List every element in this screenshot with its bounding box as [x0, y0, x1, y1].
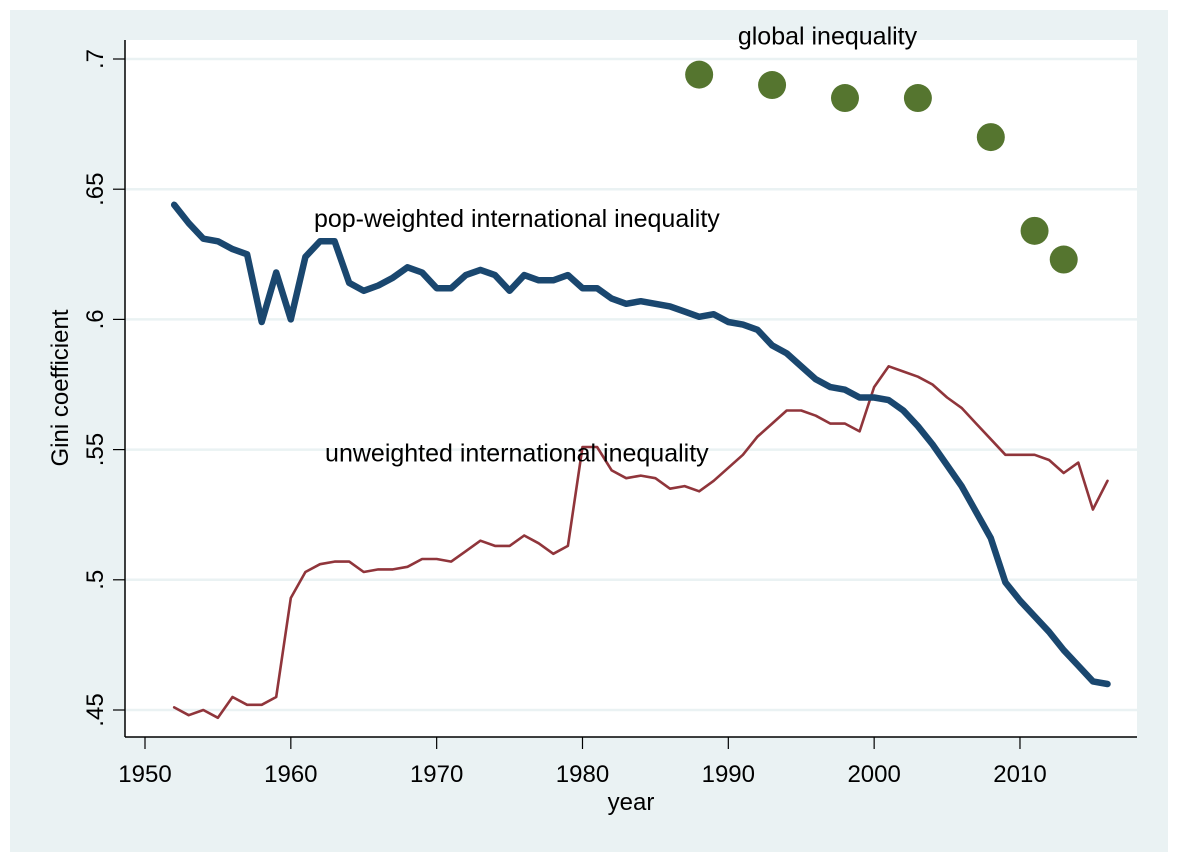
global-inequality-point — [758, 71, 787, 100]
y-tick-label: .55 — [82, 433, 109, 466]
global-inequality-point — [1020, 216, 1049, 245]
y-tick-label: .65 — [82, 173, 109, 206]
x-axis-title: year — [608, 789, 655, 816]
x-tick-label: 1950 — [118, 761, 171, 788]
plot-area — [125, 40, 1137, 737]
global-inequality-label: global inequality — [738, 23, 918, 51]
y-tick-label: .45 — [82, 693, 109, 726]
global-inequality-point — [1049, 245, 1078, 274]
unweighted-line — [172, 364, 1109, 720]
x-tick-label: 1970 — [410, 761, 463, 788]
global-inequality-point — [830, 84, 859, 113]
x-axis-ticks: 1950 1960 1970 1980 1990 2000 2010 — [118, 737, 1047, 788]
y-axis-ticks: .45 .5 .55 .6 .65 .7 — [82, 49, 125, 727]
x-tick-label: 1980 — [556, 761, 609, 788]
y-tick-label: .6 — [82, 309, 109, 329]
x-tick-label: 2010 — [993, 761, 1046, 788]
y-tick-label: .7 — [82, 49, 109, 69]
pop-weighted-line — [170, 201, 1111, 688]
global-inequality-point — [685, 60, 714, 89]
unweighted-line-series — [172, 364, 1109, 720]
annotations: global inequality pop-weighted internatio… — [314, 23, 918, 468]
x-tick-label: 1960 — [264, 761, 317, 788]
global-inequality-point — [903, 84, 932, 113]
series-layer — [170, 60, 1111, 720]
pop-weighted-label: pop-weighted international inequality — [314, 205, 720, 233]
y-axis-title: Gini coefficient — [47, 309, 74, 466]
x-tick-label: 1990 — [702, 761, 755, 788]
global-inequality-series — [685, 60, 1078, 274]
y-tick-label: .5 — [82, 570, 109, 590]
pop-weighted-line-series — [170, 201, 1111, 688]
x-tick-label: 2000 — [847, 761, 900, 788]
gridlines — [126, 57, 1137, 712]
global-inequality-point — [976, 123, 1005, 152]
unweighted-label: unweighted international inequality — [325, 439, 709, 467]
